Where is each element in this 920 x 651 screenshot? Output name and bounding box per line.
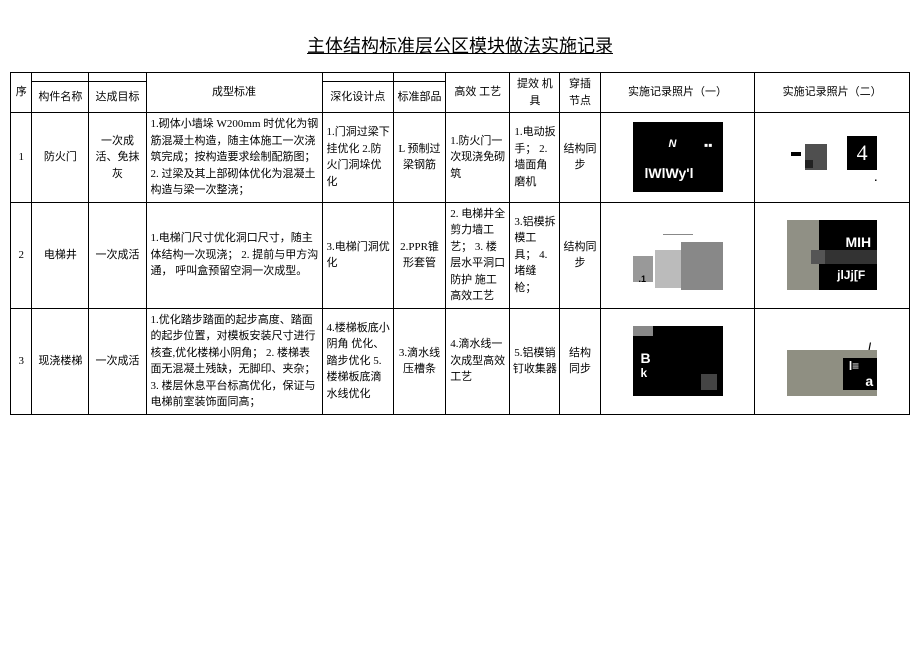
cell-craft: 4.滴水线一次成型高效工艺 (446, 308, 510, 414)
cell-std: 1.砌体小墙垛 W200mm 时优化为钢筋混凝土构造，随主体施工一次浇筑完成；按… (146, 113, 322, 203)
cell-idx: 2 (11, 202, 32, 308)
cell-design: 3.电梯门洞优化 (322, 202, 393, 308)
photo-thumbnail: .1 (633, 220, 723, 290)
th-blank (32, 73, 89, 82)
cell-ins: 结构同步 (560, 202, 600, 308)
cell-tools: 3.铝模拆模工具； 4. 堵缝枪； (510, 202, 560, 308)
cell-ins: 结构同步 (560, 113, 600, 203)
cell-tools: 1.电动扳手； 2.墙面角磨机 (510, 113, 560, 203)
table-row: 2 电梯井 一次成活 1.电梯门尺寸优化洞口尺寸，随主体结构一次现浇； 2. 提… (11, 202, 910, 308)
photo-thumbnail: 4. (787, 122, 877, 192)
table-header-row: 序 成型标准 高效 工艺 提效 机具 穿插 节点 实施记录照片（一） 实施记录照… (11, 73, 910, 82)
cell-name: 电梯井 (32, 202, 89, 308)
cell-craft: 1.防火门一次现浇免砌筑 (446, 113, 510, 203)
cell-parts: L 预制过梁钢筋 (393, 113, 445, 203)
th-goal: 达成目标 (89, 82, 146, 113)
cell-craft: 2. 电梯井全剪力墙工艺； 3. 楼层水平洞口防护 施工高效工艺 (446, 202, 510, 308)
photo-thumbnail: N▪▪lWlWy'l (633, 122, 723, 192)
cell-goal: 一次成活 (89, 202, 146, 308)
cell-photo1: .1 (600, 202, 755, 308)
table-row: 3 现浇楼梯 一次成活 1.优化踏步踏面的起步高度、踏面的起步位置，对模板安装尺… (11, 308, 910, 414)
th-design: 深化设计点 (322, 82, 393, 113)
cell-goal: 一次成活 (89, 308, 146, 414)
photo-thumbnail: MIHjlJj[F (787, 220, 877, 290)
cell-std: 1.优化踏步踏面的起步高度、踏面的起步位置，对模板安装尺寸进行核查,优化楼梯小阴… (146, 308, 322, 414)
th-photo2: 实施记录照片（二） (755, 73, 910, 113)
th-idx: 序 (11, 73, 32, 113)
cell-idx: 1 (11, 113, 32, 203)
th-blank3 (322, 73, 393, 82)
cell-parts: 3.滴水线压槽条 (393, 308, 445, 414)
th-photo1: 实施记录照片（一） (600, 73, 755, 113)
th-blank2 (89, 73, 146, 82)
table-row: 1 防火门 一次成活、免抹灰 1.砌体小墙垛 W200mm 时优化为钢筋混凝土构… (11, 113, 910, 203)
page-title: 主体结构标准层公区模块做法实施记录 (10, 32, 910, 58)
th-blank4 (393, 73, 445, 82)
cell-idx: 3 (11, 308, 32, 414)
cell-goal: 一次成活、免抹灰 (89, 113, 146, 203)
th-parts: 标准部品 (393, 82, 445, 113)
cell-photo1: N▪▪lWlWy'l (600, 113, 755, 203)
photo-thumbnail: /l≡a (787, 326, 877, 396)
cell-photo2: MIHjlJj[F (755, 202, 910, 308)
th-std: 成型标准 (146, 73, 322, 113)
cell-design: 1.门洞过梁下挂优化 2.防火门洞垛优化 (322, 113, 393, 203)
th-ins: 穿插 节点 (560, 73, 600, 113)
cell-name: 现浇楼梯 (32, 308, 89, 414)
cell-photo2: 4. (755, 113, 910, 203)
th-craft: 高效 工艺 (446, 73, 510, 113)
record-table: 序 成型标准 高效 工艺 提效 机具 穿插 节点 实施记录照片（一） 实施记录照… (10, 72, 910, 415)
th-tools: 提效 机具 (510, 73, 560, 113)
cell-photo1: Bk (600, 308, 755, 414)
cell-parts: 2.PPR锥形套管 (393, 202, 445, 308)
cell-tools: 5.铝模销钉收集器 (510, 308, 560, 414)
cell-std: 1.电梯门尺寸优化洞口尺寸，随主体结构一次现浇； 2. 提前与甲方沟通， 呼叫盒… (146, 202, 322, 308)
cell-ins: 结构 同步 (560, 308, 600, 414)
th-name: 构件名称 (32, 82, 89, 113)
cell-photo2: /l≡a (755, 308, 910, 414)
cell-design: 4.楼梯板底小阴角 优化、踏步优化 5.楼梯板底滴水线优化 (322, 308, 393, 414)
photo-thumbnail: Bk (633, 326, 723, 396)
cell-name: 防火门 (32, 113, 89, 203)
